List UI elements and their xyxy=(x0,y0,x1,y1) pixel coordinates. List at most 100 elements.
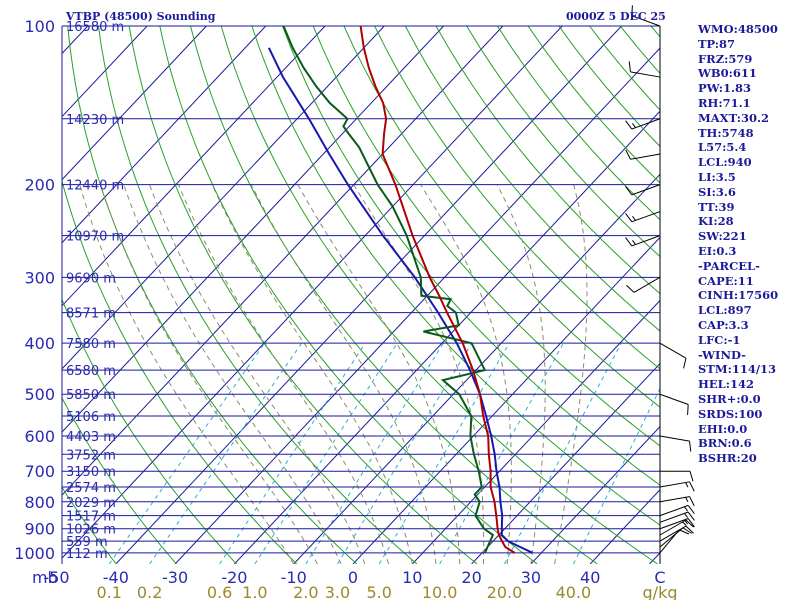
index-item: CINH:17560 xyxy=(698,288,779,303)
mixing-ratio-unit: g/kg xyxy=(643,583,678,600)
index-item: TH:5748 xyxy=(698,125,754,140)
parcel-trace xyxy=(267,47,533,554)
mixing-ratio-tick-label: 10.0 xyxy=(422,583,458,600)
wind-barb xyxy=(625,211,661,223)
index-item: WMO:48500 xyxy=(698,22,778,36)
height-label: 2029 m xyxy=(66,496,116,511)
wind-barb xyxy=(659,519,694,536)
wind-barb xyxy=(659,511,695,523)
dry-adiabat-line xyxy=(374,26,660,370)
index-item: FRZ:579 xyxy=(698,51,753,66)
isotherm-line xyxy=(62,26,385,370)
height-label: 4403 m xyxy=(66,430,116,445)
dry-adiabat-line xyxy=(343,26,660,408)
mixing-ratio-tick-label: 3.0 xyxy=(325,583,350,600)
pressure-tick-label: 200 xyxy=(24,176,55,195)
isotherm-line xyxy=(62,26,148,118)
wind-barb xyxy=(659,496,695,507)
mixing-ratio-line xyxy=(572,387,660,564)
dry-adiabat-line xyxy=(466,26,660,258)
isotherm-line xyxy=(174,47,660,564)
temperature-tick-label: 20 xyxy=(461,568,481,587)
stability-index-panel: WMO:48500 TP:87 FRZ:579 WB0:611 PW:1.83 RH:71… xyxy=(698,22,798,466)
background-lines xyxy=(62,26,660,564)
observation-time: 0000Z 5 DEC 25 xyxy=(566,10,666,23)
wind-barb xyxy=(626,276,661,293)
wind-barb xyxy=(659,393,689,415)
mixing-ratio-tick-label: 5.0 xyxy=(366,583,391,600)
mixing-ratio-line xyxy=(254,342,398,564)
isotherm-line xyxy=(471,362,660,564)
isotherm-line xyxy=(234,110,660,564)
index-item: CAPE:11 xyxy=(698,273,754,288)
index-item: HEL:142 xyxy=(698,377,754,392)
index-item: LCL:897 xyxy=(698,303,752,318)
wind-barb xyxy=(659,481,695,492)
height-label: 12440 m xyxy=(66,179,124,194)
temperature-tick-label: 40 xyxy=(580,568,600,587)
mixing-ratio-line xyxy=(336,342,473,564)
dry-adiabat-line xyxy=(62,396,177,564)
pressure-tick-label: 900 xyxy=(24,520,55,539)
temperature-tick-label: -30 xyxy=(162,568,188,587)
index-item: SI:3.6 xyxy=(698,184,736,199)
dry-adiabat-line xyxy=(128,26,478,564)
pressure-tick-label: 300 xyxy=(24,268,55,287)
pressure-tick-label: 600 xyxy=(24,427,55,446)
height-label: 9690 m xyxy=(66,271,116,286)
mixing-ratio-line xyxy=(305,342,444,564)
temperature-tick-label: -20 xyxy=(221,568,247,587)
pressure-tick-label: 700 xyxy=(24,462,55,481)
index-item: L57:5.4 xyxy=(698,140,747,155)
isotherm-line xyxy=(530,425,660,564)
wind-barb xyxy=(659,504,695,517)
pressure-tick-label: 100 xyxy=(24,17,55,36)
mixing-ratio-tick-label: 20.0 xyxy=(487,583,523,600)
height-label: 559 m xyxy=(66,535,108,550)
index-item: CAP:3.3 xyxy=(698,317,749,332)
profiles xyxy=(267,26,533,554)
height-label: 6580 m xyxy=(66,364,116,379)
index-item: SW:221 xyxy=(698,229,747,244)
mixing-ratio-tick-label: 40.0 xyxy=(556,583,592,600)
index-item: WB0:611 xyxy=(698,66,757,81)
height-label: 7580 m xyxy=(66,337,116,352)
index-item: SHR+:0.0 xyxy=(698,391,761,406)
wind-barb xyxy=(659,342,687,369)
index-item: PW:1.83 xyxy=(698,81,752,96)
dry-adiabat-line xyxy=(312,26,660,447)
index-item: KI:28 xyxy=(698,214,734,229)
height-label: 14230 m xyxy=(66,113,124,128)
moist-adiabat-line xyxy=(123,184,342,564)
index-item: MAXT:30.2 xyxy=(698,110,769,125)
height-label-top: 16580 m xyxy=(66,20,124,35)
index-item: TP:87 xyxy=(698,36,736,51)
mixing-ratio-tick-label: 1.0 xyxy=(242,583,267,600)
height-label: 5106 m xyxy=(66,410,116,425)
mixing-ratio-tick-label: 0.2 xyxy=(137,583,162,600)
height-label: 112 m xyxy=(66,547,108,562)
temperature-tick-label: -50 xyxy=(43,568,69,587)
moist-adiabat-line xyxy=(100,184,318,564)
moist-adiabat-line xyxy=(149,184,366,564)
height-label: 3752 m xyxy=(66,448,116,463)
wind-barb xyxy=(660,470,694,482)
index-item: TT:39 xyxy=(698,199,735,214)
height-label: 1026 m xyxy=(66,523,116,538)
index-item: EI:0.3 xyxy=(698,243,737,258)
isotherm-line xyxy=(62,26,326,307)
dry-adiabat-line xyxy=(404,26,660,332)
temperature-unit-label: C xyxy=(654,568,665,587)
mixing-ratio-line xyxy=(439,342,564,564)
isotherm-line xyxy=(352,236,660,564)
isobars xyxy=(61,25,661,564)
wind-barb xyxy=(625,184,661,196)
dry-adiabat-line xyxy=(62,179,298,564)
height-label: 5850 m xyxy=(66,388,116,403)
pressure-tick-label: 500 xyxy=(24,385,55,404)
index-item: -PARCEL- xyxy=(698,258,760,273)
mixing-ratio-tick-label: 0.1 xyxy=(96,583,121,600)
index-item: SRDS:100 xyxy=(698,406,763,421)
